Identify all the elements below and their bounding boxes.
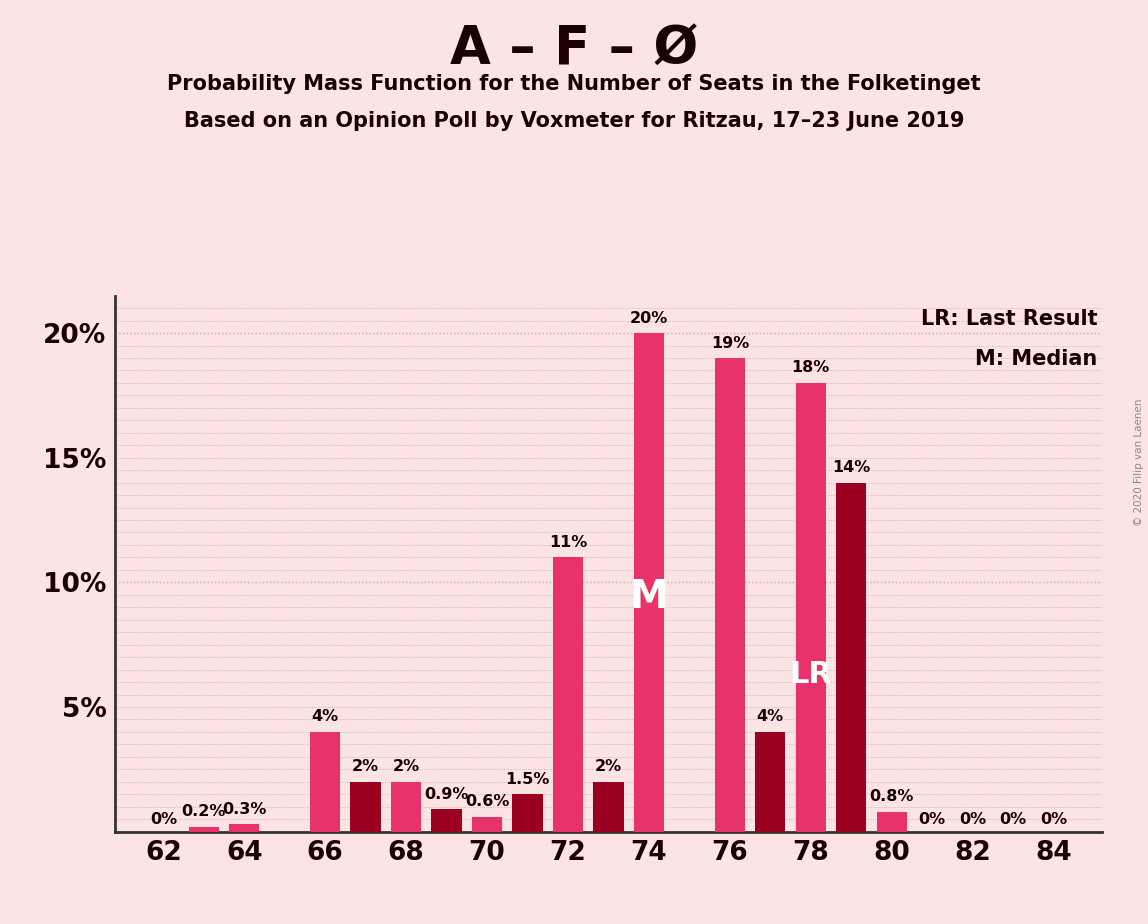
Text: 0.9%: 0.9% (425, 786, 468, 802)
Bar (472, 817, 502, 832)
Bar (432, 809, 461, 832)
Bar (755, 732, 785, 832)
Text: 0.2%: 0.2% (181, 804, 226, 820)
Bar (877, 811, 907, 832)
Bar (553, 557, 583, 832)
Text: M: M (629, 578, 668, 616)
Text: 4%: 4% (311, 710, 339, 724)
Text: 0%: 0% (1000, 811, 1026, 827)
Bar (634, 333, 664, 832)
Text: 18%: 18% (792, 360, 830, 375)
Bar (715, 358, 745, 832)
Text: 20%: 20% (630, 310, 668, 325)
Bar (350, 782, 381, 832)
Text: 4%: 4% (757, 710, 784, 724)
Bar (188, 827, 219, 832)
Text: 0.3%: 0.3% (222, 802, 266, 817)
Bar (594, 782, 623, 832)
Text: 2%: 2% (393, 760, 420, 774)
Text: LR: LR (790, 660, 832, 689)
Bar (796, 383, 825, 832)
Text: 11%: 11% (549, 535, 587, 550)
Bar (836, 482, 867, 832)
Text: 0%: 0% (918, 811, 946, 827)
Bar (391, 782, 421, 832)
Text: Based on an Opinion Poll by Voxmeter for Ritzau, 17–23 June 2019: Based on an Opinion Poll by Voxmeter for… (184, 111, 964, 131)
Bar (310, 732, 340, 832)
Text: © 2020 Filip van Laenen: © 2020 Filip van Laenen (1134, 398, 1143, 526)
Text: 0%: 0% (1040, 811, 1068, 827)
Text: 0%: 0% (149, 811, 177, 827)
Text: 19%: 19% (711, 335, 748, 350)
Text: A – F – Ø: A – F – Ø (450, 23, 698, 75)
Bar (230, 824, 259, 832)
Text: LR: Last Result: LR: Last Result (921, 310, 1097, 329)
Text: 14%: 14% (832, 460, 870, 475)
Text: 0.6%: 0.6% (465, 794, 510, 809)
Text: 2%: 2% (352, 760, 379, 774)
Text: 0.8%: 0.8% (869, 789, 914, 804)
Text: M: Median: M: Median (975, 349, 1097, 370)
Text: 1.5%: 1.5% (505, 772, 550, 786)
Text: 2%: 2% (595, 760, 622, 774)
Bar (512, 795, 543, 832)
Text: Probability Mass Function for the Number of Seats in the Folketinget: Probability Mass Function for the Number… (168, 74, 980, 94)
Text: 0%: 0% (959, 811, 986, 827)
